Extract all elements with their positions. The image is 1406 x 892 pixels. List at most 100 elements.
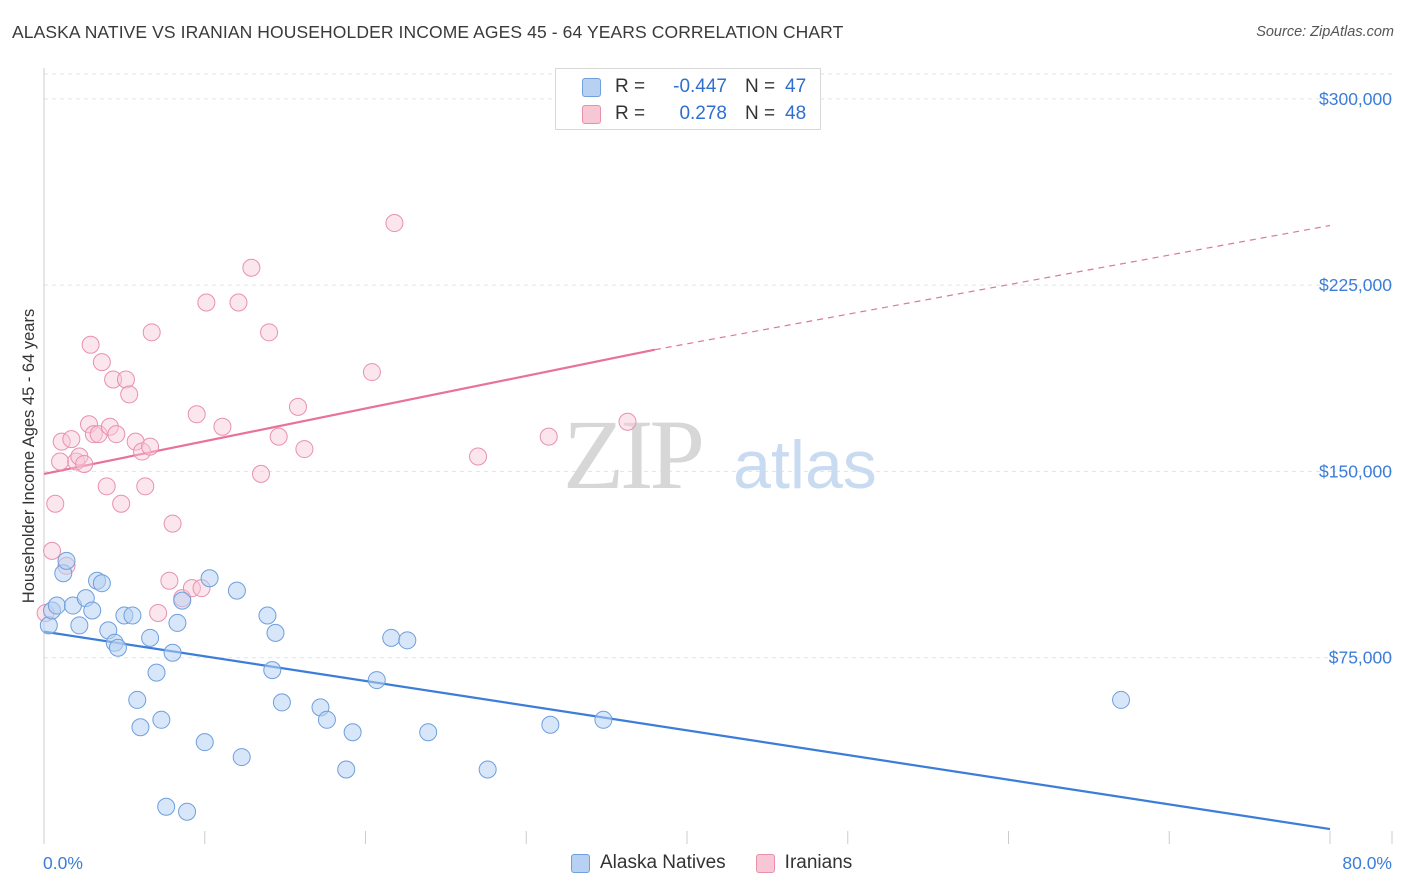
legend-label: Iranians — [784, 852, 853, 873]
chart-title: ALASKA NATIVE VS IRANIAN HOUSEHOLDER INC… — [12, 22, 844, 42]
point-iranians — [142, 323, 161, 342]
y-axis-label: Householder Income Ages 45 - 64 years — [20, 309, 38, 603]
point-alaska-natives — [337, 760, 356, 779]
watermark: ZIP atlas — [563, 399, 877, 510]
point-iranians — [62, 430, 81, 449]
point-alaska-natives — [147, 663, 166, 682]
trend-layer — [43, 224, 1331, 831]
point-alaska-natives — [541, 715, 560, 734]
series-legend: Alaska Natives Iranians — [571, 852, 882, 874]
r-label: R = — [615, 103, 646, 124]
legend-item-iranians[interactable]: Iranians — [755, 852, 853, 874]
point-iranians — [295, 440, 314, 459]
point-alaska-natives — [232, 748, 251, 767]
point-alaska-natives — [92, 574, 111, 593]
legend-item-alaska-natives[interactable]: Alaska Natives — [571, 852, 726, 874]
point-iranians — [51, 452, 70, 471]
grid-layer — [44, 73, 1392, 659]
point-iranians — [89, 425, 108, 444]
point-alaska-natives — [1112, 690, 1131, 709]
x-tick-min: 0.0% — [43, 853, 83, 873]
point-alaska-natives — [168, 613, 187, 632]
point-alaska-natives — [594, 710, 613, 729]
point-iranians — [81, 335, 100, 354]
n-label: N = — [745, 76, 776, 97]
r-label: R = — [615, 76, 646, 97]
point-iranians — [120, 385, 139, 404]
point-iranians — [160, 571, 179, 590]
point-iranians — [104, 370, 123, 389]
points-layer — [36, 214, 1131, 821]
point-iranians — [269, 427, 288, 446]
watermark-zip: ZIP — [563, 399, 701, 510]
r-value: 0.278 — [679, 103, 727, 124]
point-iranians — [288, 397, 307, 416]
trend-line-iranians — [43, 348, 656, 475]
legend-label: Alaska Natives — [600, 852, 726, 873]
point-iranians — [469, 447, 488, 466]
legend-row-iranians: R = 0.278 N = 48 — [582, 101, 806, 127]
point-alaska-natives — [317, 710, 336, 729]
n-value: 47 — [785, 76, 807, 97]
axis-layer: $75,000 $150,000 $225,000 $300,000 — [43, 68, 1393, 844]
point-iranians — [100, 417, 119, 436]
point-iranians — [136, 477, 155, 496]
point-alaska-natives — [266, 623, 285, 642]
iranians-swatch — [755, 853, 775, 873]
point-iranians — [187, 405, 206, 424]
point-alaska-natives — [398, 631, 417, 650]
y-tick-label: $75,000 — [1329, 648, 1393, 668]
point-iranians — [107, 425, 126, 444]
point-alaska-natives — [173, 591, 192, 610]
x-tick-max: 80.0% — [1342, 853, 1392, 873]
trend-line-iranians-extrapolated — [654, 224, 1331, 351]
point-iranians — [92, 353, 111, 372]
point-alaska-natives — [108, 638, 127, 657]
trend-line-alaska-natives — [43, 630, 1331, 831]
point-iranians — [229, 293, 248, 312]
point-alaska-natives — [128, 690, 147, 709]
point-iranians — [126, 432, 145, 451]
watermark-atlas: atlas — [733, 427, 877, 503]
r-value: -0.447 — [673, 76, 727, 97]
point-alaska-natives — [152, 710, 171, 729]
point-alaska-natives — [272, 693, 291, 712]
alaska-natives-swatch — [582, 77, 601, 97]
point-iranians — [116, 370, 135, 389]
legend-row-alaska-natives: R = -0.447 N = 47 — [582, 74, 806, 100]
point-iranians — [112, 494, 131, 513]
point-alaska-natives — [47, 596, 66, 615]
point-alaska-natives — [263, 661, 282, 680]
point-alaska-natives — [178, 802, 197, 821]
point-iranians — [213, 417, 232, 436]
point-iranians — [182, 579, 201, 598]
correlation-legend: R = -0.447 N = 47 R = 0.278 N = 48 — [555, 68, 821, 130]
y-tick-label: $225,000 — [1319, 275, 1392, 295]
point-alaska-natives — [419, 723, 438, 742]
point-alaska-natives — [478, 760, 497, 779]
point-iranians — [539, 427, 558, 446]
point-alaska-natives — [131, 718, 150, 737]
point-alaska-natives — [163, 643, 182, 662]
point-alaska-natives — [70, 616, 89, 635]
point-iranians — [242, 258, 261, 277]
point-iranians — [80, 415, 99, 434]
iranians-swatch — [582, 104, 601, 124]
source-credit: Source: ZipAtlas.com — [1256, 24, 1394, 40]
point-iranians — [149, 604, 168, 622]
point-alaska-natives — [195, 733, 214, 752]
point-iranians — [97, 477, 116, 496]
y-tick-label: $150,000 — [1319, 461, 1392, 481]
point-alaska-natives — [83, 601, 102, 620]
n-value: 48 — [785, 103, 807, 124]
point-iranians — [43, 541, 62, 560]
point-iranians — [260, 323, 279, 342]
point-iranians — [84, 425, 103, 444]
alaska-natives-swatch — [571, 853, 590, 873]
point-alaska-natives — [382, 628, 401, 647]
point-iranians — [362, 363, 381, 382]
n-label: N = — [745, 103, 776, 124]
point-alaska-natives — [258, 606, 277, 625]
point-alaska-natives — [200, 569, 219, 588]
